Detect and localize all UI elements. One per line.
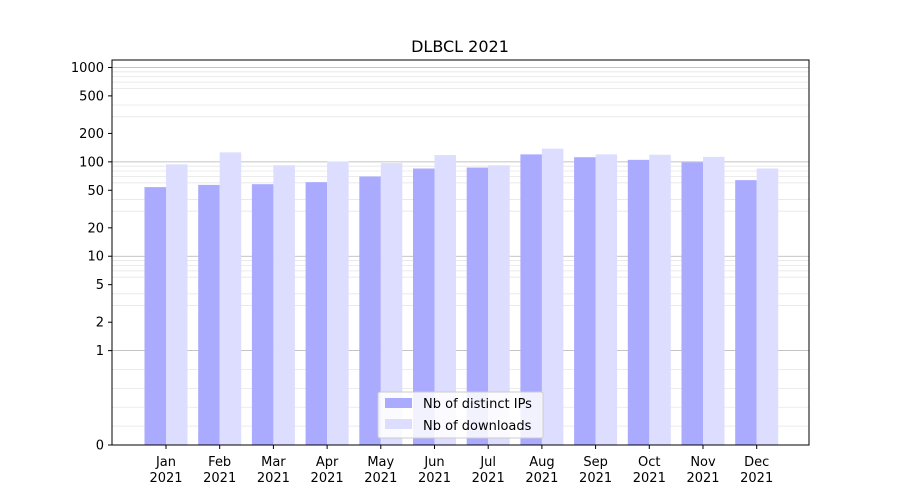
bar-distinct-ips xyxy=(198,184,220,446)
x-tick-label: Oct 2021 xyxy=(633,455,666,486)
bars xyxy=(144,148,779,446)
bar-distinct-ips xyxy=(251,184,274,445)
y-tick-label: 100 xyxy=(79,155,104,170)
bar-downloads xyxy=(541,148,564,445)
x-tick-label: May 2021 xyxy=(364,455,397,486)
bar-downloads xyxy=(649,154,671,445)
bar-downloads xyxy=(756,168,779,445)
bar-distinct-ips xyxy=(466,167,489,445)
x-tick-label: Jul 2021 xyxy=(472,455,505,486)
chart-title: DLBCL 2021 xyxy=(411,37,509,56)
bar-distinct-ips xyxy=(735,180,757,445)
bar-distinct-ips xyxy=(574,157,596,446)
y-tick-label: 0 xyxy=(96,439,104,454)
bar-downloads xyxy=(434,155,456,445)
bar-downloads xyxy=(703,156,725,445)
y-tick-label: 50 xyxy=(87,184,104,199)
x-tick-label: Nov 2021 xyxy=(686,455,719,486)
bar-downloads xyxy=(595,154,618,445)
legend: Nb of distinct IPs Nb of downloads xyxy=(377,391,544,439)
bar-distinct-ips xyxy=(359,176,381,445)
x-axis: Jan 2021 Feb 2021 Mar 2021 Apr 2021 May 2021 Jun 20… xyxy=(149,445,773,486)
legend-swatch-downloads xyxy=(385,419,412,429)
bar-downloads xyxy=(166,164,188,446)
bar-distinct-ips xyxy=(520,154,542,445)
bar-distinct-ips xyxy=(681,162,703,445)
plot-frame xyxy=(111,59,810,446)
bar-downloads xyxy=(488,165,510,445)
y-axis: 0 1 2 5 10 20 50 100 200 500 1000 xyxy=(71,61,112,454)
x-tick-label: Jan 2021 xyxy=(149,455,182,486)
y-tick-label: 1000 xyxy=(71,61,104,76)
bar-distinct-ips xyxy=(413,168,435,445)
x-tick-label: Feb 2021 xyxy=(203,455,236,486)
x-tick-label: Apr 2021 xyxy=(311,455,344,486)
y-tick-label: 2 xyxy=(96,316,104,331)
bar-downloads xyxy=(219,152,242,445)
bar-distinct-ips xyxy=(305,182,328,445)
x-tick-label: Dec 2021 xyxy=(740,455,773,486)
legend-box xyxy=(377,391,544,439)
x-tick-label: Sep 2021 xyxy=(579,455,612,486)
bar-downloads xyxy=(327,161,349,445)
bar-distinct-ips xyxy=(144,187,166,446)
y-tick-label: 5 xyxy=(96,278,104,293)
legend-swatch-distinct-ips xyxy=(385,398,412,408)
y-tick-label: 1 xyxy=(96,344,104,359)
bar-downloads xyxy=(273,165,295,445)
x-tick-label: Mar 2021 xyxy=(257,455,290,486)
x-tick-label: Aug 2021 xyxy=(525,455,558,486)
legend-label-distinct-ips: Nb of distinct IPs xyxy=(423,397,532,412)
y-tick-label: 500 xyxy=(79,89,104,104)
bar-downloads xyxy=(380,163,403,445)
legend-label-downloads: Nb of downloads xyxy=(423,419,532,434)
y-tick-label: 10 xyxy=(87,250,104,265)
y-tick-label: 200 xyxy=(79,127,104,142)
bar-distinct-ips xyxy=(627,159,650,446)
x-tick-label: Jun 2021 xyxy=(418,455,451,486)
y-tick-label: 20 xyxy=(87,221,104,236)
